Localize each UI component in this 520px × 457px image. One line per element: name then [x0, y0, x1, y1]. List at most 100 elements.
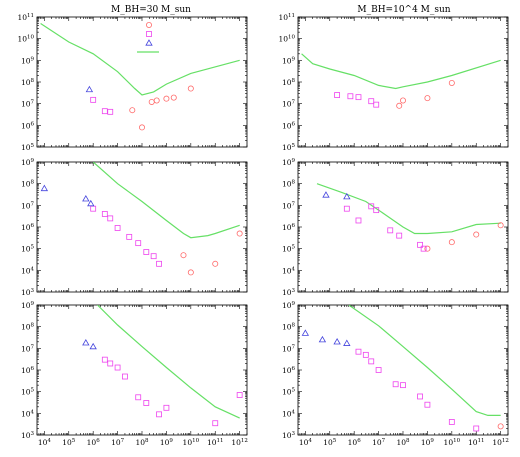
- point-type-c: [318, 335, 327, 343]
- y-tick-label: 107: [21, 344, 35, 353]
- x-tick-label: 1010: [444, 438, 461, 447]
- y-tick-label: 106: [21, 121, 35, 130]
- y-tick-label: 109: [282, 301, 296, 310]
- y-tick-label: 109: [282, 56, 296, 65]
- point-type-b: [424, 401, 431, 408]
- x-tick-label: 1011: [468, 438, 485, 447]
- markers: [82, 339, 243, 427]
- point-type-b: [420, 245, 427, 252]
- plot-frame: [36, 304, 248, 436]
- point-type-c: [87, 199, 95, 207]
- y-tick-label: 107: [282, 344, 296, 353]
- point-type-b: [355, 94, 362, 101]
- legend: [137, 21, 159, 53]
- panel-d: 105 106 107 108 109 1010 1011: [278, 13, 509, 152]
- point-type-a: [497, 222, 504, 229]
- point-type-b: [107, 108, 114, 115]
- markers: [40, 184, 243, 276]
- y-tick-label: 106: [282, 223, 296, 232]
- point-type-b: [212, 420, 219, 427]
- y-tick-label: 1010: [17, 35, 34, 44]
- point-type-c: [85, 85, 94, 93]
- x-tick-label: 108: [135, 438, 149, 447]
- x-tick-label: 107: [372, 438, 386, 447]
- x-tick-label: 1012: [231, 438, 248, 447]
- plot-frame: [36, 16, 248, 148]
- y-tick-label: 108: [282, 78, 296, 87]
- panel-e: 103 104 105 106 107 108 109: [282, 158, 509, 297]
- point-type-b: [355, 348, 362, 355]
- point-type-c: [82, 339, 90, 346]
- point-type-a: [163, 95, 170, 102]
- point-type-a: [473, 231, 480, 238]
- y-tick-label: 103: [21, 431, 35, 440]
- x-tick-label: 108: [396, 438, 410, 447]
- point-type-b: [368, 98, 375, 105]
- point-type-a: [180, 252, 187, 259]
- y-tick-label: 108: [21, 323, 35, 332]
- df-curve: [316, 183, 501, 235]
- df-curve: [348, 305, 501, 416]
- point-type-a: [236, 230, 243, 237]
- point-type-c: [343, 192, 351, 200]
- y-tick-label: 109: [21, 301, 35, 310]
- y-tick-label: 107: [21, 100, 35, 109]
- point-type-b: [375, 367, 382, 373]
- point-type-a: [424, 245, 431, 252]
- point-type-b: [143, 400, 150, 406]
- y-tick-label: 105: [21, 245, 35, 254]
- point-type-b: [156, 260, 162, 267]
- column-title-left: M_BH=30 M_sun: [111, 5, 191, 15]
- y-tick-label: 1011: [278, 13, 295, 22]
- point-type-b: [101, 356, 108, 363]
- panels: 105 106 107 108 109 1010 1011 103 104 105 106 107 10…: [17, 13, 508, 447]
- point-type-b: [400, 382, 406, 389]
- y-tick-label: 106: [282, 121, 296, 130]
- y-tick-label: 1011: [17, 13, 34, 22]
- point-type-b: [368, 358, 375, 365]
- point-type-c: [40, 184, 49, 192]
- point-type-b: [135, 394, 142, 401]
- y-tick-label: 104: [282, 266, 296, 275]
- x-tick-label: 106: [348, 438, 362, 447]
- point-type-c: [89, 342, 97, 350]
- point-type-b: [236, 392, 243, 398]
- x-tick-label: 105: [323, 438, 337, 447]
- point-type-a: [138, 124, 145, 131]
- plot-frame: [297, 16, 509, 148]
- df-curve: [301, 53, 501, 90]
- df-curve: [97, 305, 240, 419]
- markers: [85, 85, 194, 131]
- panel-a: 105 106 107 108 109 1010 1011: [17, 13, 248, 152]
- point-type-c: [301, 329, 310, 336]
- x-tick-label: 1011: [207, 438, 224, 447]
- point-type-b: [122, 373, 128, 380]
- y-tick-label: 103: [282, 431, 296, 440]
- point-type-a: [153, 97, 160, 104]
- point-type-a: [396, 102, 403, 109]
- y-tick-label: 109: [282, 158, 296, 167]
- markers: [301, 329, 504, 432]
- point-type-b: [343, 205, 350, 212]
- point-type-b: [156, 411, 162, 418]
- column-title-right: M_BH=10^4 M_sun: [357, 5, 450, 15]
- point-type-b: [347, 93, 354, 100]
- point-type-a: [187, 269, 194, 276]
- legend-marker-circle: [145, 21, 152, 28]
- point-type-c: [333, 338, 341, 345]
- point-type-b: [135, 240, 142, 247]
- point-type-a: [399, 97, 406, 104]
- point-type-b: [392, 381, 399, 388]
- y-tick-label: 103: [21, 288, 35, 297]
- y-tick-label: 105: [282, 388, 296, 397]
- y-tick-label: 108: [21, 78, 35, 87]
- point-type-a: [187, 85, 194, 92]
- y-tick-label: 107: [282, 100, 296, 109]
- y-tick-label: 108: [282, 180, 296, 189]
- plot-frame: [297, 304, 509, 436]
- point-type-b: [101, 108, 108, 115]
- y-tick-label: 106: [282, 366, 296, 375]
